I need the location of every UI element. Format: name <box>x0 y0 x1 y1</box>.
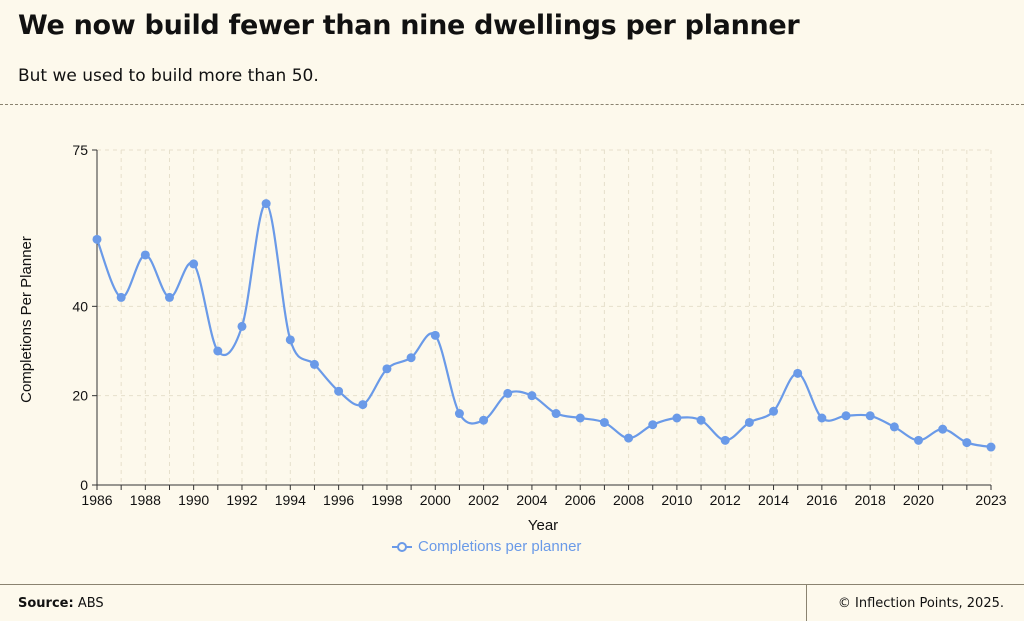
x-tick-label: 1992 <box>226 492 257 508</box>
series-points <box>92 199 996 452</box>
line-chart: 0 20 40 75 1986 1988 1990 1992 1994 1996 1998 2000… <box>18 142 1007 534</box>
source-label: Source: <box>18 596 74 611</box>
data-point <box>793 368 803 378</box>
data-point <box>672 413 682 423</box>
x-tick-label: 2018 <box>855 492 886 508</box>
data-point <box>479 415 489 425</box>
data-point <box>503 388 513 398</box>
data-point <box>140 250 150 260</box>
y-axis-label: Completions Per Planner <box>18 236 35 403</box>
x-axis-label: Year <box>528 517 558 534</box>
data-point <box>358 400 368 410</box>
x-tick-label: 2004 <box>516 492 547 508</box>
data-point <box>889 422 899 432</box>
y-axis-ticks: 0 20 40 75 <box>72 142 97 493</box>
chart-legend[interactable]: Completions per planner <box>392 538 581 555</box>
x-tick-label: 2002 <box>468 492 499 508</box>
grid-lines <box>96 149 992 486</box>
footer-divider <box>806 585 807 621</box>
y-tick-label: 20 <box>72 388 88 404</box>
data-point <box>817 413 827 423</box>
data-point <box>624 433 634 443</box>
data-point <box>865 411 875 421</box>
x-tick-label: 1996 <box>323 492 354 508</box>
data-point <box>769 406 779 416</box>
y-tick-label: 0 <box>80 477 88 493</box>
x-tick-label: 2008 <box>613 492 644 508</box>
chart-subtitle: But we used to build more than 50. <box>18 66 319 86</box>
x-tick-label: 2020 <box>903 492 934 508</box>
y-tick-label: 40 <box>72 298 88 314</box>
x-tick-label: 2023 <box>975 492 1006 508</box>
legend-label: Completions per planner <box>418 538 582 555</box>
source-value: ABS <box>77 596 104 611</box>
x-tick-label: 2000 <box>420 492 451 508</box>
data-point <box>841 411 851 421</box>
series-line-completions <box>95 202 992 449</box>
chart-title: We now build fewer than nine dwellings p… <box>18 10 800 41</box>
y-tick-label: 75 <box>72 142 88 158</box>
x-tick-label: 1994 <box>275 492 306 508</box>
x-tick-label: 2006 <box>565 492 596 508</box>
data-point <box>382 364 392 374</box>
data-point <box>285 335 295 345</box>
copyright-text: © Inflection Points, 2025. <box>837 596 1004 611</box>
data-point <box>938 424 948 434</box>
data-point <box>334 386 344 396</box>
data-point <box>599 417 609 427</box>
data-point <box>309 359 319 369</box>
footer: Source: ABS © Inflection Points, 2025. <box>0 584 1024 621</box>
data-point <box>164 292 174 302</box>
data-point <box>986 442 996 452</box>
source-note: Source: ABS <box>18 596 104 611</box>
data-point <box>527 391 537 401</box>
data-point <box>454 409 464 419</box>
data-point <box>720 435 730 445</box>
x-tick-label: 1998 <box>371 492 402 508</box>
x-tick-label: 2016 <box>806 492 837 508</box>
data-point <box>189 259 199 269</box>
legend-line-marker-icon <box>392 541 412 552</box>
data-point <box>744 417 754 427</box>
x-axis-ticks: 1986 1988 1990 1992 1994 1996 1998 2000 2002 2004… <box>81 485 1007 508</box>
x-tick-label: 2012 <box>710 492 741 508</box>
data-point <box>962 438 972 448</box>
data-point <box>261 199 271 209</box>
data-point <box>116 292 126 302</box>
data-point <box>237 321 247 331</box>
data-point <box>696 415 706 425</box>
data-point <box>914 435 924 445</box>
data-point <box>551 409 561 419</box>
data-point <box>430 330 440 340</box>
data-point <box>648 420 658 430</box>
x-tick-label: 1988 <box>130 492 161 508</box>
x-tick-label: 2010 <box>661 492 692 508</box>
header-divider <box>0 104 1024 105</box>
data-point <box>575 413 585 423</box>
x-tick-label: 1990 <box>178 492 209 508</box>
data-point <box>213 346 223 356</box>
x-tick-label: 1986 <box>81 492 112 508</box>
data-point <box>406 353 416 363</box>
x-tick-label: 2014 <box>758 492 789 508</box>
data-point <box>92 234 102 244</box>
